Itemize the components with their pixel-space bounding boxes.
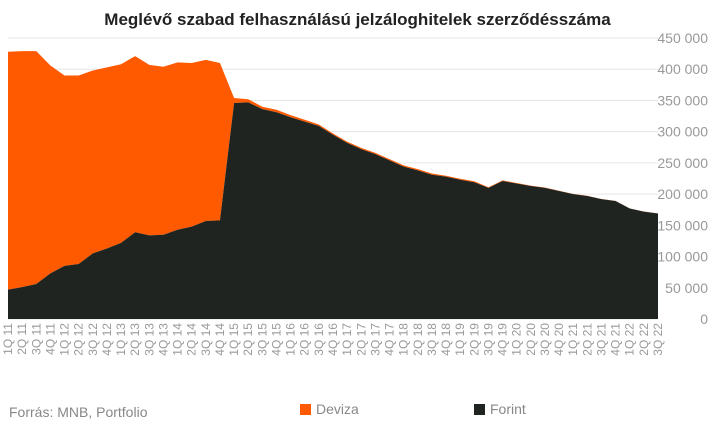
x-tick-label: 2Q 21 [580, 323, 594, 356]
x-tick-label: 1Q 17 [340, 323, 354, 356]
chart-title: Meglévő szabad felhasználású jelzáloghit… [104, 10, 611, 29]
x-tick-label: 2Q 15 [241, 323, 255, 356]
x-tick-label: 1Q 20 [510, 323, 524, 356]
x-tick-label: 4Q 12 [100, 323, 114, 356]
y-tick-label: 0 [700, 311, 708, 327]
x-tick-label: 3Q 19 [481, 323, 495, 356]
x-tick-label: 1Q 14 [171, 323, 185, 356]
legend-swatch-forint [474, 403, 485, 415]
x-tick-label: 3Q 15 [255, 323, 269, 356]
y-tick-label: 300 000 [657, 124, 708, 140]
x-tick-label: 3Q 12 [86, 323, 100, 356]
x-tick-label: 1Q 21 [566, 323, 580, 356]
legend-label-deviza: Deviza [316, 401, 359, 417]
x-tick-label: 4Q 11 [43, 323, 57, 355]
y-tick-label: 150 000 [657, 217, 708, 233]
series-forint-area [8, 102, 658, 319]
y-tick-label: 100 000 [657, 249, 708, 265]
x-tick-label: 4Q 18 [439, 323, 453, 356]
x-tick-label: 4Q 13 [156, 323, 170, 356]
y-tick-label: 450 000 [657, 30, 708, 46]
y-tick-label: 400 000 [657, 61, 708, 77]
x-tick-label: 4Q 16 [326, 323, 340, 356]
x-tick-label: 4Q 19 [496, 323, 510, 356]
x-tick-label: 2Q 14 [185, 323, 199, 356]
y-tick-label: 250 000 [657, 155, 708, 171]
x-tick-label: 3Q 14 [199, 323, 213, 356]
legend-swatch-deviza [300, 403, 311, 415]
legend-label-forint: Forint [490, 401, 526, 417]
x-tick-label: 2Q 22 [637, 323, 651, 356]
x-tick-label: 1Q 15 [227, 323, 241, 356]
x-tick-label: 1Q 18 [397, 323, 411, 356]
x-tick-label: 2Q 13 [128, 323, 142, 356]
x-tick-label: 4Q 21 [609, 323, 623, 356]
x-tick-label: 2Q 18 [411, 323, 425, 356]
x-tick-label: 3Q 17 [368, 323, 382, 356]
legend-item-forint: Forint [474, 401, 526, 417]
series-deviza-area [8, 51, 658, 290]
x-tick-label: 4Q 20 [552, 323, 566, 356]
y-tick-label: 50 000 [665, 280, 708, 296]
x-axis-tick-labels: 1Q 11 2Q 11 3Q 11 4Q 11 1Q 12 2Q 12 3Q 12 4Q 12… [1, 323, 665, 356]
x-tick-label: 3Q 18 [425, 323, 439, 356]
x-tick-label: 3Q 20 [538, 323, 552, 356]
x-tick-label: 4Q 17 [383, 323, 397, 356]
x-tick-label: 3Q 21 [594, 323, 608, 356]
x-tick-label: 1Q 11 [1, 323, 15, 355]
x-tick-label: 3Q 13 [142, 323, 156, 356]
x-tick-label: 2Q 12 [72, 323, 86, 356]
x-tick-label: 1Q 19 [453, 323, 467, 356]
y-tick-label: 350 000 [657, 92, 708, 108]
x-tick-label: 1Q 16 [284, 323, 298, 356]
source-note: Forrás: MNB, Portfolio [9, 404, 148, 420]
y-tick-label: 200 000 [657, 186, 708, 202]
x-tick-label: 3Q 11 [29, 323, 43, 355]
x-tick-label: 2Q 19 [467, 323, 481, 356]
x-tick-label: 1Q 12 [58, 323, 72, 356]
legend-item-deviza: Deviza [300, 401, 359, 417]
x-tick-label: 1Q 13 [114, 323, 128, 356]
x-tick-label: 2Q 17 [354, 323, 368, 356]
x-tick-label: 1Q 22 [623, 323, 637, 356]
x-tick-label: 2Q 11 [15, 323, 29, 355]
y-axis-tick-labels: 0 50 000 100 000 150 000 200 000 250 000 300 0… [657, 30, 708, 327]
x-tick-label: 2Q 20 [524, 323, 538, 356]
x-tick-label: 3Q 16 [312, 323, 326, 356]
x-tick-label: 4Q 14 [213, 323, 227, 356]
x-tick-label: 2Q 16 [298, 323, 312, 356]
x-tick-label: 3Q 22 [651, 323, 665, 356]
x-tick-label: 4Q 15 [269, 323, 283, 356]
